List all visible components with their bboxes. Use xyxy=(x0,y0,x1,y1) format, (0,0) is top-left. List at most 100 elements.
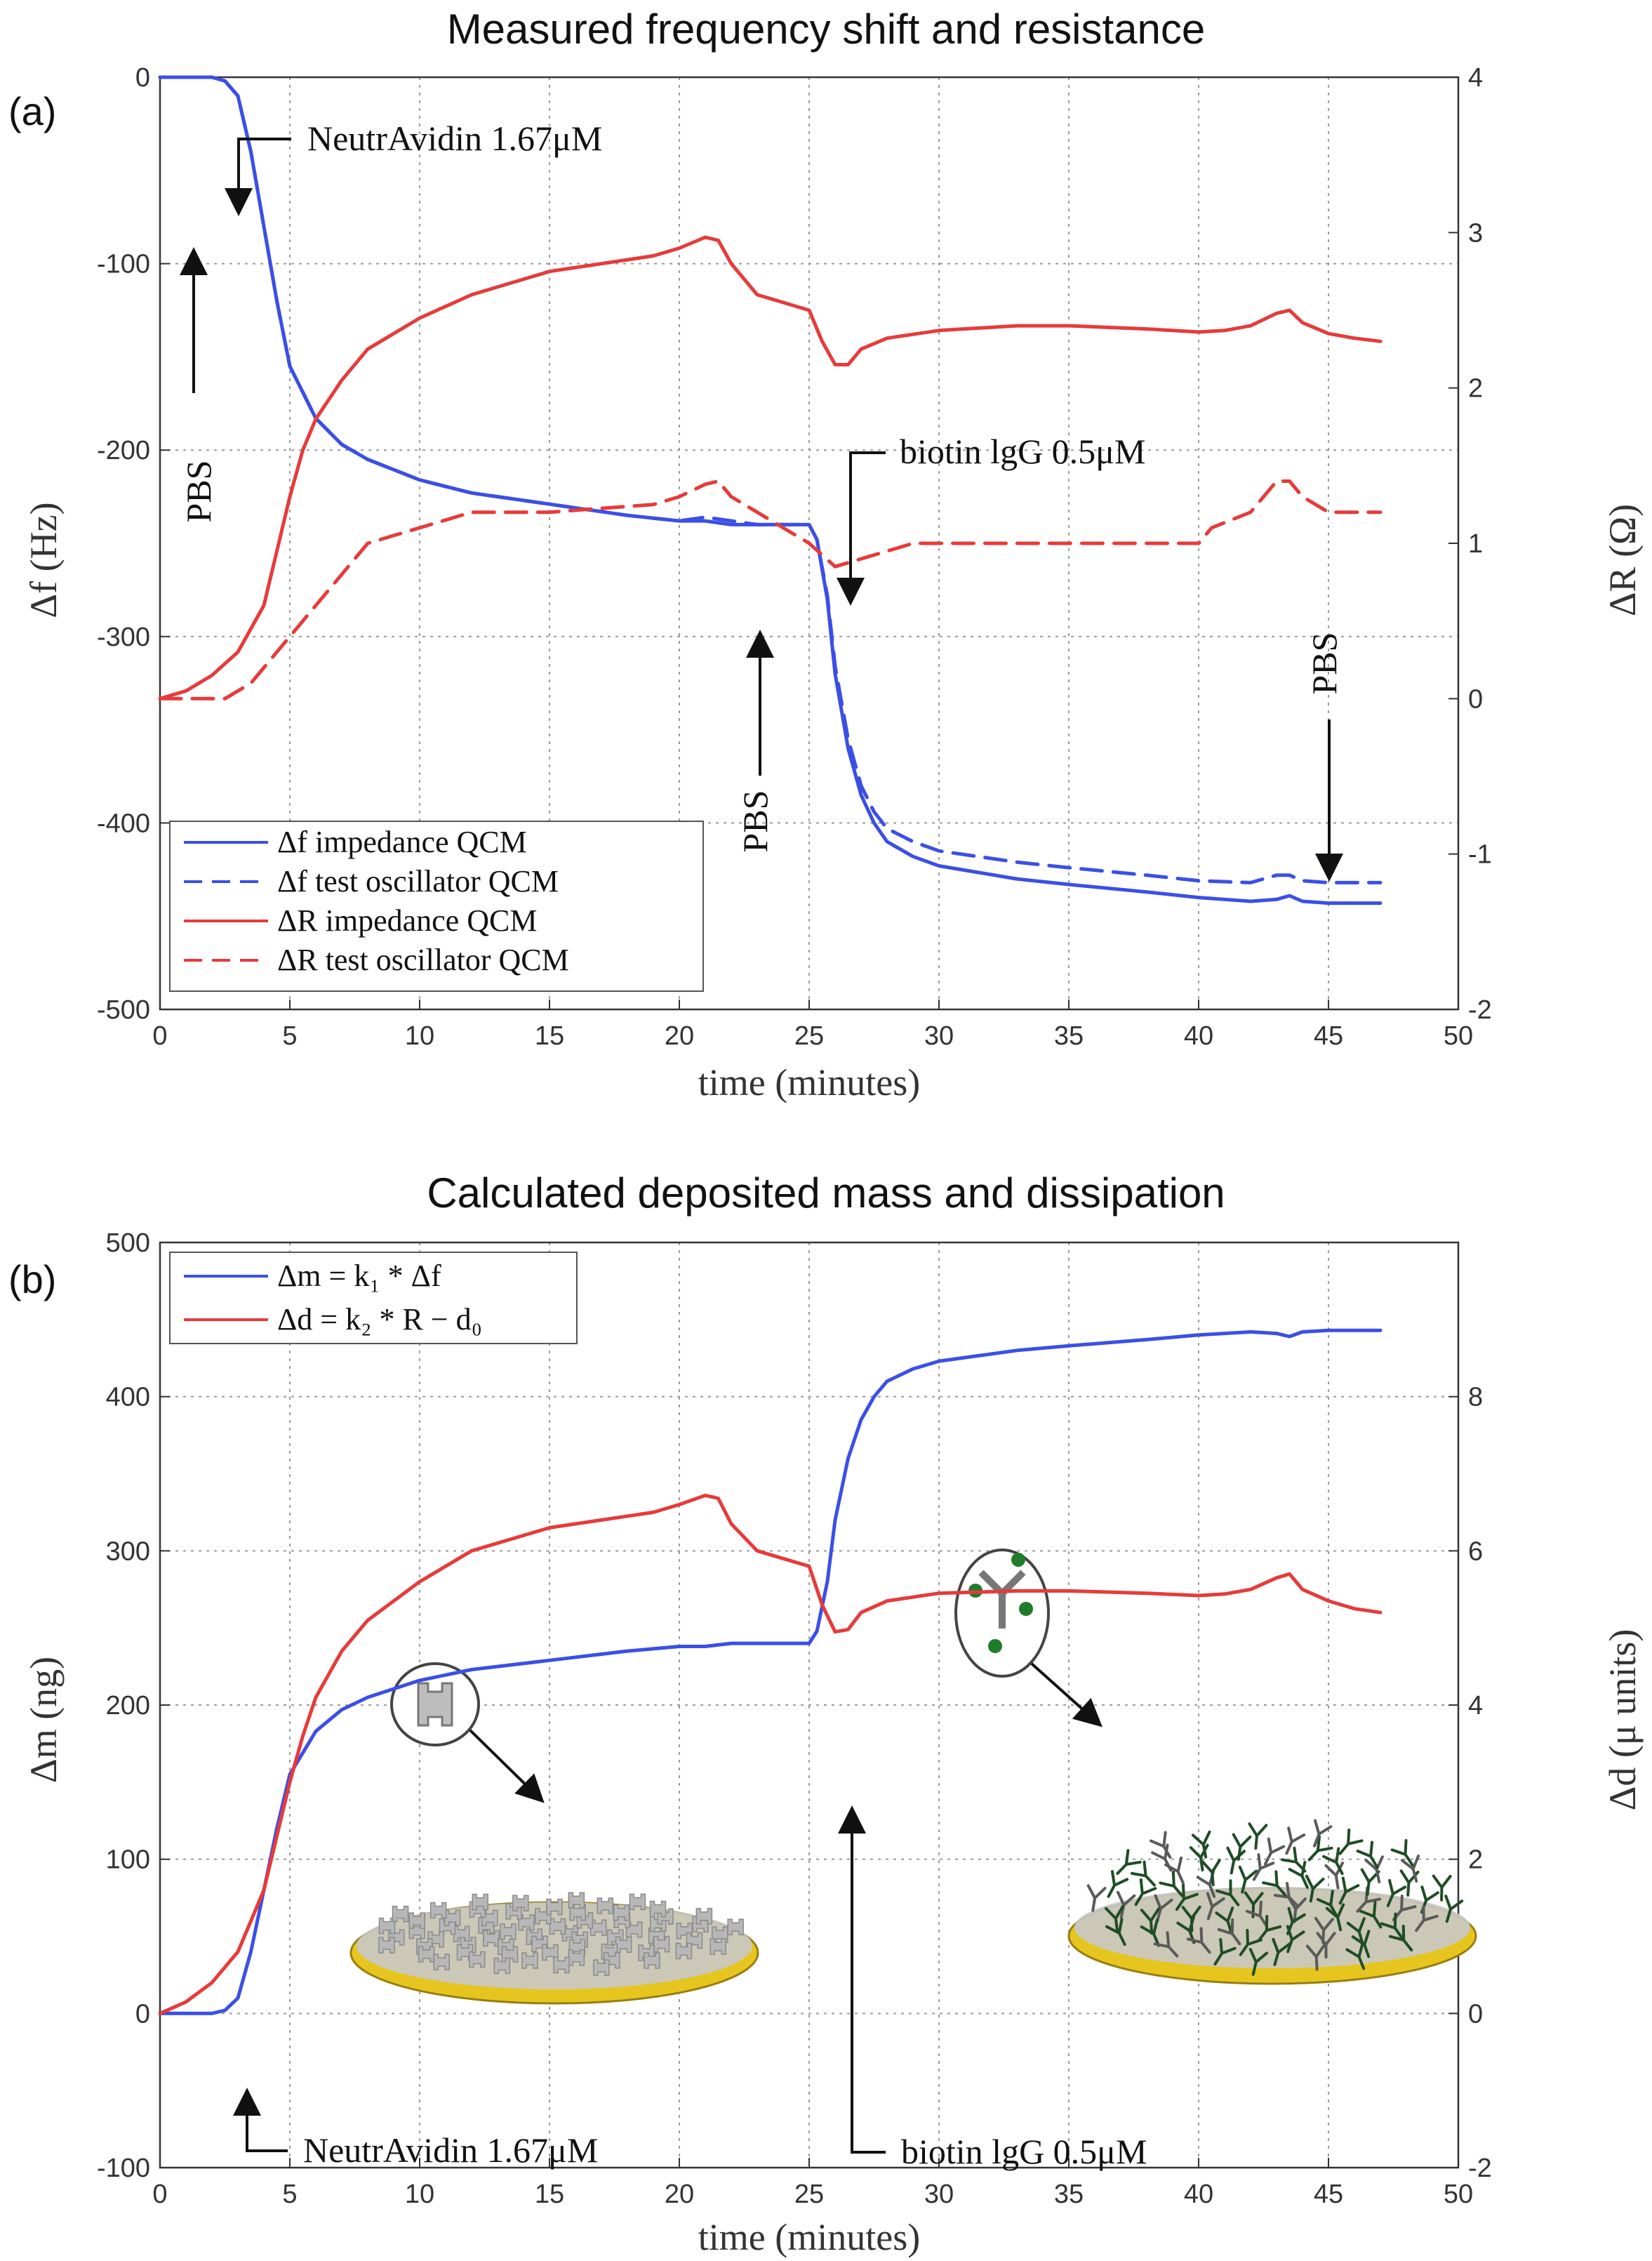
neutravidin-block xyxy=(408,1912,426,1929)
annotation-pbs-a2: PBS xyxy=(735,630,775,853)
neutravidin-block xyxy=(433,1954,451,1970)
igg-antibody xyxy=(1313,1819,1333,1848)
neutravidin-block xyxy=(710,1938,726,1955)
neutravidin-block xyxy=(568,1892,585,1909)
igg-antibody xyxy=(1248,1947,1269,1976)
igg-antibody xyxy=(1345,1942,1366,1970)
igg-antibody xyxy=(1305,1874,1325,1903)
neutravidin-block xyxy=(568,1949,585,1966)
neutravidin-molecule-icon xyxy=(417,1682,453,1727)
neutravidin-block xyxy=(613,1904,630,1921)
panel-a-series-line-2 xyxy=(158,75,1383,884)
neutravidin-block xyxy=(392,1905,409,1923)
panel-a-ticks: 0 5 10 15 20 25 30 35 40 45 500-100-200-300-400-50… xyxy=(97,63,1492,1051)
panel-a-ytick-label: -400 xyxy=(97,809,150,838)
panel-b-y2tick-label: 2 xyxy=(1468,1845,1483,1875)
panel-a-ytick-label: -500 xyxy=(97,995,150,1025)
panel-b-xtick-label: 45 xyxy=(1314,2180,1343,2209)
neutravidin-block xyxy=(378,1917,396,1935)
panel-a-xtick-label: 15 xyxy=(535,1021,564,1051)
panel-a-xtick-label: 0 xyxy=(152,1021,167,1051)
igg-antibody xyxy=(1262,1870,1287,1897)
igg-antibody xyxy=(1107,1870,1129,1898)
neutravidin-block xyxy=(429,1902,447,1919)
panel-b-ytick-label: 300 xyxy=(106,1537,150,1566)
panel-b-grid xyxy=(160,1242,1458,2168)
igg-antibody xyxy=(1444,1895,1464,1923)
panel-b-xtick-label: 0 xyxy=(152,2180,167,2209)
panel-a-xtick-label: 20 xyxy=(665,1021,694,1051)
arrow-neutravidin-zoom xyxy=(469,1729,545,1803)
legend-b-label-2: Δd = k₂ * R − d₀ xyxy=(277,1302,482,1337)
igg-antibody xyxy=(1149,1831,1172,1859)
panel-b-xlabel: time (minutes) xyxy=(698,2216,920,2258)
neutravidin-block xyxy=(593,1959,610,1976)
panel-b-xtick-label: 10 xyxy=(405,2180,434,2209)
panel-a-y2tick-label: 0 xyxy=(1468,684,1483,714)
igg-antibody xyxy=(1239,1928,1263,1956)
annotation-biotin-a: biotin lgG 0.5μM xyxy=(837,432,1145,606)
igg-antibody xyxy=(1186,1927,1211,1954)
igg-antibody xyxy=(1257,1915,1282,1942)
igg-antibody xyxy=(1232,1833,1252,1861)
neutravidin-block xyxy=(615,1936,632,1953)
igg-antibody xyxy=(1206,1892,1225,1921)
panel-b-ytick-label: 0 xyxy=(135,1999,150,2029)
panel-a-legend-box xyxy=(169,821,704,992)
igg-antibody xyxy=(1386,1878,1407,1907)
annotation-biotin-b-text: biotin lgG 0.5μM xyxy=(901,2132,1147,2171)
neutravidin-block xyxy=(468,1951,486,1968)
igg-antibody xyxy=(1159,1870,1184,1897)
panel-a-y2tick-label: 3 xyxy=(1468,218,1483,248)
igg-antibody xyxy=(1248,1822,1268,1850)
legend-a-label-3: ΔR impedance QCM xyxy=(277,903,537,938)
panel-b-ylabel: Δm (ng) xyxy=(22,1657,65,1783)
panel-a-ytick-label: -100 xyxy=(97,250,150,279)
panel-b-title: Calculated deposited mass and dissipatio… xyxy=(427,1169,1225,1216)
igg-antibody xyxy=(1215,1879,1240,1907)
igg-antibody xyxy=(1286,1925,1305,1954)
panel-a-annotations: NeutrAvidin 1.67μM PBS biotin lgG 0.5μM … xyxy=(179,119,1344,882)
igg-antibody xyxy=(1213,1937,1237,1966)
panel-a-label: (a) xyxy=(8,89,56,133)
panel-b-annotations: NeutrAvidin 1.67μM biotin lgG 0.5μM xyxy=(233,1805,1147,2171)
panel-b-y2label: Δd (μ units) xyxy=(1601,1629,1644,1811)
panel-b-axes-frame xyxy=(159,1241,1460,2169)
panel-b-series-line-2 xyxy=(158,1493,1383,2015)
panel-b-xtick-label: 35 xyxy=(1054,2180,1084,2209)
panel-b-ytick-label: 200 xyxy=(106,1691,150,1720)
neutravidin-block xyxy=(546,1898,563,1916)
legend-a-label-4: ΔR test oscillator QCM xyxy=(277,943,569,977)
neutravidin-block xyxy=(553,1956,570,1974)
igg-antibody xyxy=(1201,1859,1221,1887)
igg-antibody xyxy=(1390,1838,1414,1867)
neutravidin-surface-illustration xyxy=(349,1662,759,2005)
igg-antibody xyxy=(1399,1869,1420,1897)
panel-b-label: (b) xyxy=(8,1257,56,1301)
neutravidin-block xyxy=(589,1919,607,1936)
neutravidin-block xyxy=(500,1923,517,1940)
igg-antibody xyxy=(1272,1937,1291,1966)
panel-a-xtick-label: 10 xyxy=(405,1021,434,1051)
igg-antibody xyxy=(1215,1907,1234,1935)
neutravidin-block xyxy=(472,1893,488,1911)
annotation-pbs-a2-text: PBS xyxy=(735,790,775,853)
panel-a-y2tick-label: 1 xyxy=(1468,529,1483,559)
igg-antibody xyxy=(1105,1918,1126,1946)
panel-b-y2tick-label: -2 xyxy=(1468,2154,1492,2183)
annotation-biotin-b: biotin lgG 0.5μM xyxy=(838,1805,1147,2171)
panel-a-xtick-label: 50 xyxy=(1444,1021,1473,1051)
igg-antibody xyxy=(1175,1883,1199,1911)
arrow-neutravidin-b xyxy=(233,2088,288,2152)
panel-a-xtick-label: 40 xyxy=(1184,1021,1213,1051)
igg-antibody xyxy=(1238,1865,1258,1894)
panel-a-xtick-label: 30 xyxy=(924,1021,954,1051)
panel-a-ytick-label: -300 xyxy=(97,623,150,652)
igg-antibody xyxy=(1400,1855,1420,1883)
panel-a-ytick-label: -200 xyxy=(97,436,150,465)
panel-b-ytick-label: -100 xyxy=(97,2154,150,2183)
igg-antibody xyxy=(1359,1901,1383,1929)
igg-antibody xyxy=(1322,1847,1344,1876)
igg-antibody xyxy=(1356,1841,1379,1869)
panel-a-xlabel: time (minutes) xyxy=(698,1061,920,1103)
